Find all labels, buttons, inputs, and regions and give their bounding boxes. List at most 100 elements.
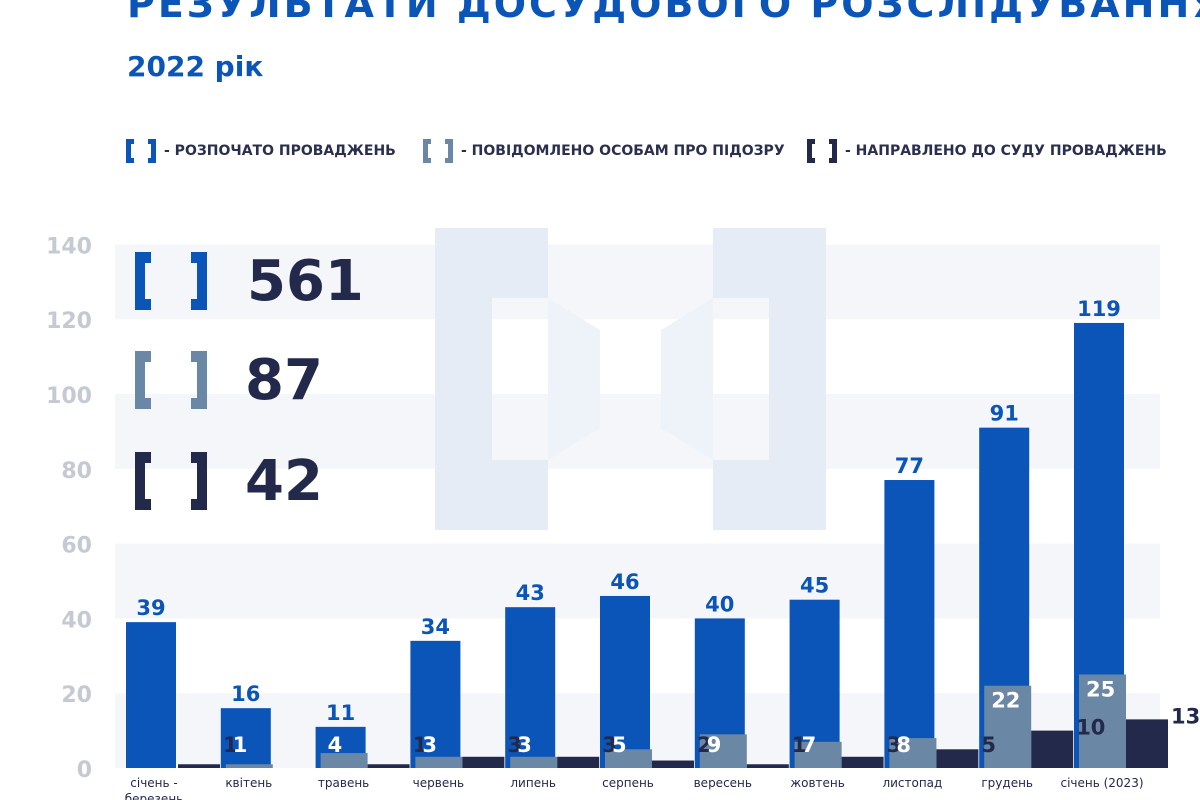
x-tick-label: липень xyxy=(510,776,556,790)
bar-suspicion xyxy=(794,741,842,768)
page-title: РЕЗУЛЬТАТИ ДОСУДОВОГО РОЗСЛІДУВАННЯ xyxy=(127,0,1200,26)
x-tick-label: листопад xyxy=(882,776,942,790)
value-label-court: 5 xyxy=(981,733,996,757)
value-label-opened: 11 xyxy=(326,701,355,725)
y-tick-label: 40 xyxy=(61,608,92,633)
total-opened-value: 561 xyxy=(247,249,364,314)
value-label-suspicion: 25 xyxy=(1086,678,1115,702)
value-label-court: 1 xyxy=(223,733,238,757)
bracket-icon-blue xyxy=(126,139,156,163)
legend-label-suspicion: - ПОВІДОМЛЕНО ОСОБАМ ПРО ПІДОЗРУ xyxy=(461,143,785,159)
bracket-icon-grey xyxy=(135,351,207,409)
total-suspicion-value: 87 xyxy=(245,348,323,413)
value-label-suspicion: 3 xyxy=(422,733,437,757)
bar-suspicion xyxy=(510,756,558,768)
bar-opened xyxy=(789,599,840,768)
bar-court xyxy=(652,760,694,768)
total-suspicion: 87 xyxy=(133,348,433,413)
bar-court xyxy=(462,756,505,768)
x-tick-label: січень (2023) xyxy=(1060,776,1143,790)
value-label-court: 10 xyxy=(1076,716,1105,740)
value-label-suspicion: 1 xyxy=(233,733,248,757)
bar-suspicion xyxy=(605,749,652,768)
bracket-icon-dark xyxy=(807,139,837,163)
bar-court xyxy=(1126,719,1168,768)
y-tick-label: 60 xyxy=(61,534,92,559)
total-opened: 561 xyxy=(133,249,433,314)
total-court: 42 xyxy=(133,449,433,514)
value-label-suspicion: 4 xyxy=(328,733,343,757)
y-tick-label: 120 xyxy=(46,309,92,334)
value-label-court: 3 xyxy=(887,733,902,757)
bar-court xyxy=(936,749,979,768)
value-label-suspicion: 3 xyxy=(517,733,532,757)
value-label-court: 2 xyxy=(697,733,712,757)
bar-opened xyxy=(505,607,556,768)
bar-court xyxy=(557,756,600,768)
legend-item-court: - НАПРАВЛЕНО ДО СУДУ ПРОВАДЖЕНЬ xyxy=(805,136,1167,166)
value-label-opened: 119 xyxy=(1077,297,1121,321)
bar-court xyxy=(367,764,410,768)
y-tick-label: 80 xyxy=(61,459,92,484)
value-label-suspicion: 7 xyxy=(802,733,817,757)
legend-item-opened: - РОЗПОЧАТО ПРОВАДЖЕНЬ xyxy=(124,136,396,166)
x-tick-label: січень -березень xyxy=(125,776,183,800)
value-label-court: 3 xyxy=(602,733,617,757)
value-label-opened: 77 xyxy=(895,454,924,478)
bar-suspicion xyxy=(984,685,1032,768)
y-tick-label: 0 xyxy=(77,758,92,783)
bar-suspicion xyxy=(1079,674,1126,768)
bar-opened xyxy=(884,480,935,768)
total-court-value: 42 xyxy=(245,449,323,514)
value-label-opened: 45 xyxy=(800,574,829,598)
x-tick-label: серпень xyxy=(602,776,654,790)
x-tick-label: червень xyxy=(413,776,464,790)
bar-suspicion xyxy=(225,764,273,768)
bar-suspicion xyxy=(889,738,937,768)
bracket-icon-grey xyxy=(423,139,453,163)
value-label-court: 1 xyxy=(792,733,807,757)
legend-item-suspicion: - ПОВІДОМЛЕНО ОСОБАМ ПРО ПІДОЗРУ xyxy=(421,136,785,166)
bar-court xyxy=(746,764,789,768)
y-tick-label: 20 xyxy=(61,683,92,708)
value-label-opened: 40 xyxy=(705,592,734,616)
value-label-suspicion: 5 xyxy=(612,733,627,757)
bar-suspicion xyxy=(320,753,368,768)
value-label-opened: 16 xyxy=(231,682,260,706)
value-label-opened: 43 xyxy=(516,581,545,605)
value-label-opened: 91 xyxy=(990,402,1019,426)
value-label-opened: 39 xyxy=(136,596,165,620)
value-label-opened: 46 xyxy=(610,570,639,594)
bar-suspicion xyxy=(699,734,747,768)
bracket-icon-blue xyxy=(135,252,207,310)
x-tick-label: жовтень xyxy=(790,776,845,790)
value-label-suspicion: 22 xyxy=(991,689,1020,713)
bar-court xyxy=(178,764,220,768)
bar-opened xyxy=(600,595,650,768)
value-label-opened: 34 xyxy=(421,615,450,639)
logo-watermark xyxy=(435,228,826,530)
x-tick-label: квітень xyxy=(225,776,272,790)
bar-suspicion xyxy=(415,756,463,768)
y-tick-label: 140 xyxy=(46,234,92,259)
bar-opened xyxy=(410,640,461,768)
value-label-suspicion: 9 xyxy=(707,733,722,757)
grid-band xyxy=(115,244,1160,320)
bar-opened xyxy=(220,708,271,768)
x-tick-label: травень xyxy=(318,776,369,790)
x-tick-label: вересень xyxy=(694,776,752,790)
bar-opened xyxy=(126,622,176,768)
value-label-court: 1 xyxy=(413,733,428,757)
y-tick-label: 100 xyxy=(46,384,92,409)
x-tick-label: грудень xyxy=(981,776,1033,790)
bracket-icon-dark xyxy=(135,452,207,510)
value-label-suspicion: 8 xyxy=(896,733,911,757)
page-subtitle: 2022 рік xyxy=(127,50,264,83)
bar-court xyxy=(1031,730,1074,768)
value-label-court: 13 xyxy=(1171,704,1200,728)
legend-label-opened: - РОЗПОЧАТО ПРОВАДЖЕНЬ xyxy=(164,143,396,159)
legend-label-court: - НАПРАВЛЕНО ДО СУДУ ПРОВАДЖЕНЬ xyxy=(845,143,1167,159)
value-label-court: 3 xyxy=(507,733,522,757)
bar-court xyxy=(841,756,884,768)
